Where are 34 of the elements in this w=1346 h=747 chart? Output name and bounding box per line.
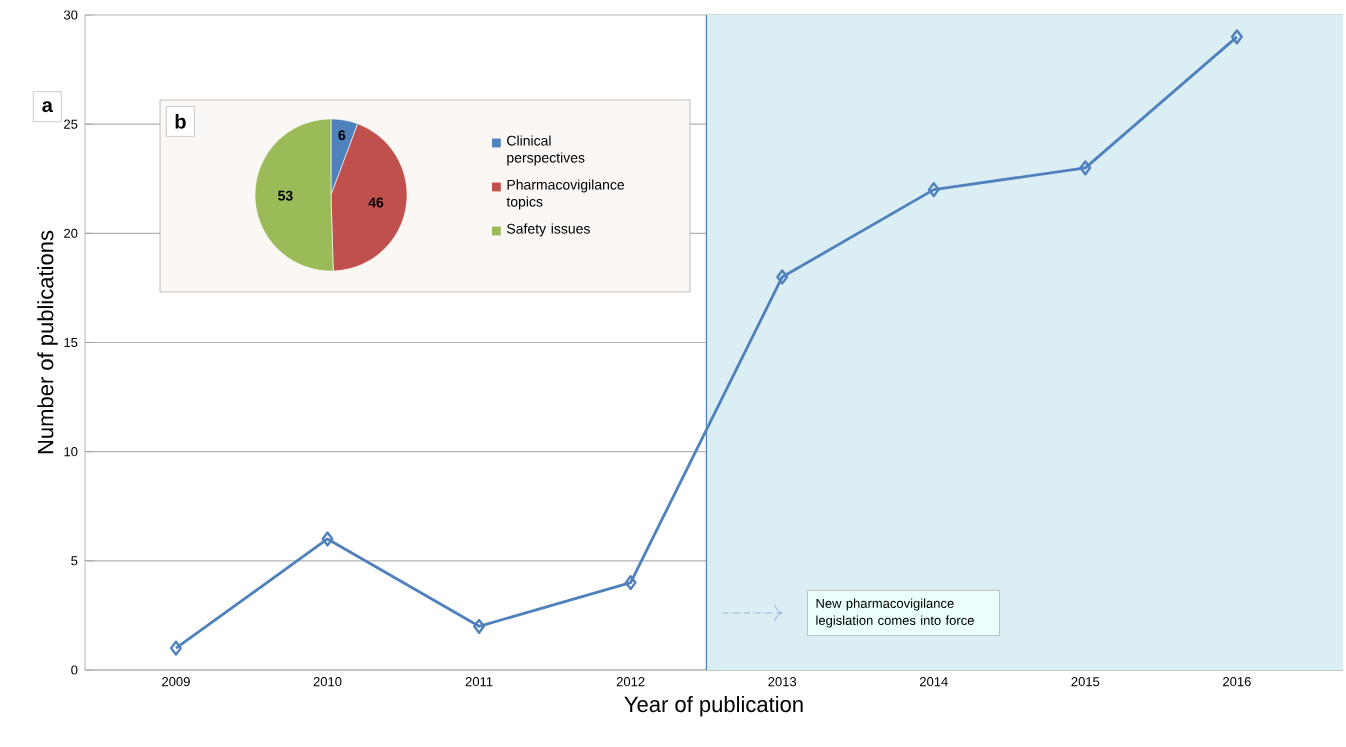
data-label: 53 bbox=[278, 190, 293, 201]
y-tick-label: 5 bbox=[71, 556, 78, 566]
x-tick-label: 2012 bbox=[616, 677, 645, 687]
x-tick-label: 2014 bbox=[919, 677, 948, 687]
x-tick-label: 2015 bbox=[1071, 677, 1100, 687]
point bbox=[927, 182, 940, 198]
legend-label: Safety issues bbox=[507, 223, 590, 237]
x-tick-label: 2016 bbox=[1223, 677, 1251, 687]
y-tick-label: 25 bbox=[64, 119, 78, 129]
annotation: b bbox=[175, 114, 186, 129]
y-tick-label: 15 bbox=[64, 337, 78, 348]
point bbox=[169, 640, 182, 656]
y-tick-label: 10 bbox=[64, 447, 78, 457]
point bbox=[1230, 29, 1243, 45]
data-label: 6 bbox=[338, 130, 346, 141]
x-tick-label: 2011 bbox=[465, 677, 493, 687]
x-tick-label: 2013 bbox=[768, 677, 797, 687]
x-tick-label: 2009 bbox=[162, 677, 190, 687]
y-axis-title: Number of publications bbox=[37, 230, 58, 454]
x-tick-label: 2010 bbox=[313, 677, 342, 687]
point bbox=[321, 531, 334, 547]
point bbox=[1079, 160, 1092, 176]
legend-label: Clinical perspectives bbox=[507, 135, 585, 166]
x-axis-title: Year of publication bbox=[624, 696, 803, 717]
point bbox=[624, 575, 637, 591]
data-label: 46 bbox=[368, 197, 384, 208]
y-tick-label: 20 bbox=[64, 228, 78, 238]
band-label: New pharmacovigilance legislation comes into force bbox=[816, 598, 974, 628]
y-tick-label: 30 bbox=[63, 10, 78, 20]
point bbox=[776, 269, 789, 285]
point bbox=[473, 618, 486, 634]
y-tick-label: 0 bbox=[71, 665, 78, 675]
text: a bbox=[42, 101, 53, 113]
legend-label: Pharmacovigilance topics bbox=[506, 179, 625, 210]
